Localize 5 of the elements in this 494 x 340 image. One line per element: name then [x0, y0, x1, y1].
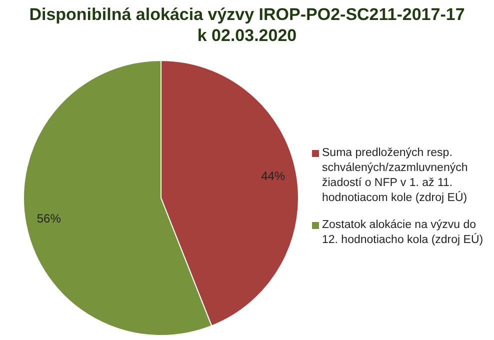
data-label: 44%: [261, 168, 286, 183]
legend-label: Zostatok alokácie na výzvu do 12. hodnotiacho kola (zdroj EÚ): [322, 219, 484, 246]
chart-title: Disponibilná alokácia výzvy IROP-PO2-SC211-2017-17 k 02.03.2020: [28, 4, 466, 46]
legend-label: Suma predložených resp. schválených/zazmluvnených žiadostí o NFP v 1. až 11. hodnotiacom kole (zdroj EÚ): [322, 147, 468, 204]
data-label: 56%: [36, 212, 62, 226]
